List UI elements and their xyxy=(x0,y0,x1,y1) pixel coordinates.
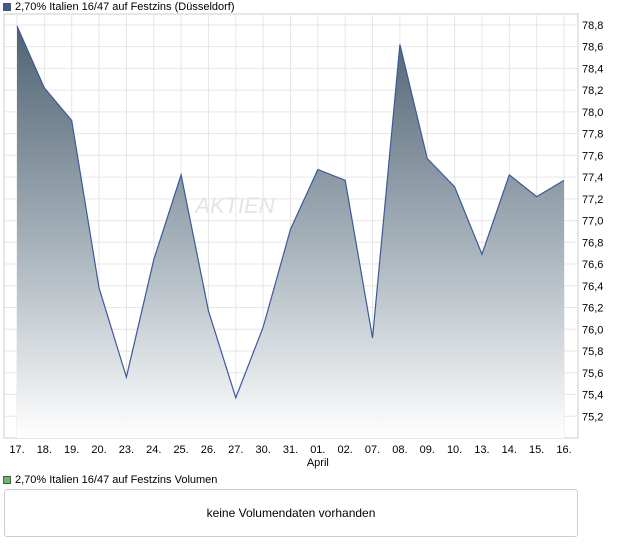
price-legend-label: 2,70% Italien 16/47 auf Festzins (Düssel… xyxy=(15,1,235,13)
x-tick-label: 08. xyxy=(392,444,407,456)
x-tick-label: 16. xyxy=(556,444,571,456)
x-tick-label: 02. xyxy=(338,444,353,456)
volume-empty-message: keine Volumendaten vorhanden xyxy=(206,506,376,520)
x-tick-label: 14. xyxy=(502,444,517,456)
y-tick-label: 76,8 xyxy=(582,237,603,249)
volume-legend: 2,70% Italien 16/47 auf Festzins Volumen xyxy=(3,473,217,487)
x-tick-label: 15. xyxy=(529,444,544,456)
y-tick-label: 78,6 xyxy=(582,42,603,54)
y-tick-label: 77,0 xyxy=(582,216,603,228)
y-tick-label: 76,2 xyxy=(582,303,603,315)
price-line xyxy=(16,25,565,400)
volume-legend-swatch xyxy=(3,476,11,484)
y-tick-label: 75,2 xyxy=(582,411,603,423)
y-tick-label: 78,8 xyxy=(582,20,603,32)
month-label: April xyxy=(307,457,329,469)
x-tick-label: 30. xyxy=(256,444,271,456)
x-tick-label: 31. xyxy=(283,444,298,456)
price-legend-swatch xyxy=(3,3,11,11)
y-tick-label: 76,6 xyxy=(582,259,603,271)
x-tick-label: 10. xyxy=(447,444,462,456)
y-tick-label: 77,6 xyxy=(582,150,603,162)
y-tick-label: 78,0 xyxy=(582,107,603,119)
volume-panel: keine Volumendaten vorhanden xyxy=(4,489,578,537)
x-tick-label: 09. xyxy=(420,444,435,456)
x-tick-label: 27. xyxy=(228,444,243,456)
x-tick-label: 17. xyxy=(9,444,24,456)
x-tick-label: 19. xyxy=(64,444,79,456)
x-tick-label: 13. xyxy=(474,444,489,456)
y-tick-label: 78,2 xyxy=(582,85,603,97)
x-tick-label: 26. xyxy=(201,444,216,456)
price-area xyxy=(17,25,564,439)
x-tick-label: 07. xyxy=(365,444,380,456)
x-tick-label: 01. xyxy=(310,444,325,456)
volume-legend-label: 2,70% Italien 16/47 auf Festzins Volumen xyxy=(15,474,218,486)
y-tick-label: 77,4 xyxy=(582,172,603,184)
y-tick-label: 76,0 xyxy=(582,324,603,336)
x-tick-label: 23. xyxy=(119,444,134,456)
price-chart: AKTIEN 75,2 75,4 75,6 75,8 76,0 76,2 76,4 76,6 7… xyxy=(3,13,603,469)
x-tick-label: 18. xyxy=(37,444,52,456)
y-tick-label: 75,4 xyxy=(582,390,603,402)
y-tick-label: 76,4 xyxy=(582,281,603,293)
price-legend: 2,70% Italien 16/47 auf Festzins (Düssel… xyxy=(3,0,235,14)
x-tick-label: 24. xyxy=(146,444,161,456)
y-tick-label: 77,8 xyxy=(582,129,603,141)
x-tick-label: 20. xyxy=(91,444,106,456)
y-tick-label: 77,2 xyxy=(582,194,603,206)
y-tick-label: 75,8 xyxy=(582,346,603,358)
y-tick-label: 78,4 xyxy=(582,63,603,75)
x-tick-label: 25. xyxy=(173,444,188,456)
y-tick-label: 75,6 xyxy=(582,368,603,380)
watermark: AKTIEN xyxy=(193,193,275,218)
